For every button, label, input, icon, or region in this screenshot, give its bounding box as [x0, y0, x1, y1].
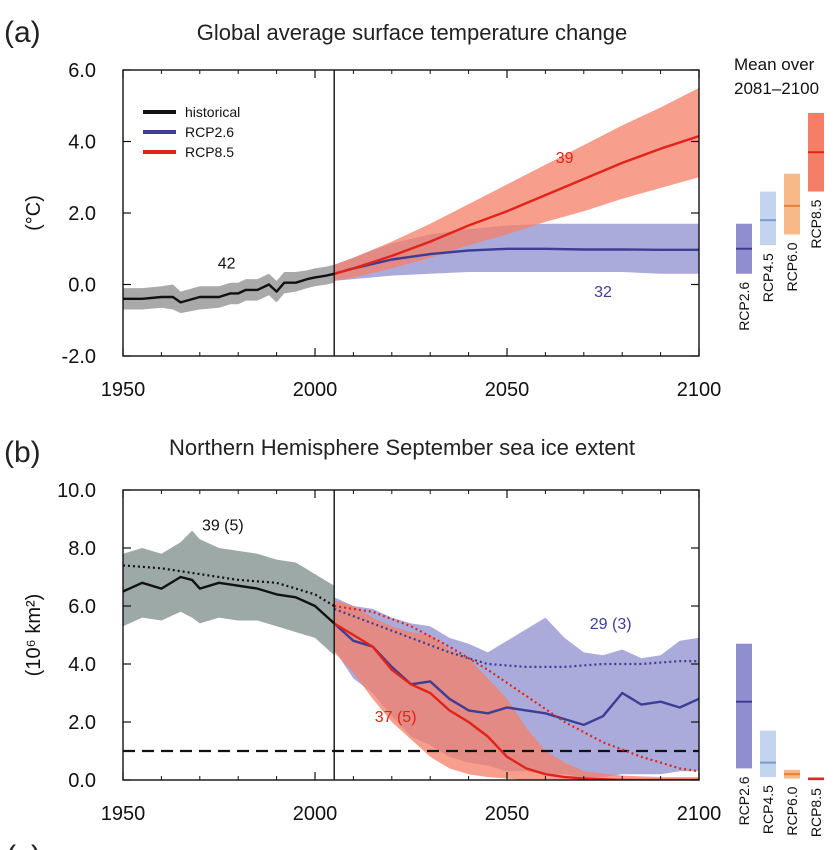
- series-line-0: [123, 272, 335, 304]
- legend-label: RCP8.5: [185, 144, 234, 160]
- side-bar-label: RCP6.0: [784, 242, 800, 291]
- x-tick-label: 2000: [293, 379, 338, 401]
- plot-frame: [122, 489, 700, 781]
- series-annotation: 42: [218, 255, 236, 272]
- x-tick-label: 1950: [101, 379, 146, 401]
- x-tick-label: 2100: [677, 379, 722, 401]
- legend-label: RCP2.6: [185, 124, 234, 140]
- side-range-bar: [760, 191, 776, 246]
- y-tick-label: 0.0: [68, 770, 96, 792]
- y-tick-label: 2.0: [68, 712, 96, 734]
- chart-title: Northern Hemisphere September sea ice ex…: [169, 435, 635, 460]
- plot-area: [123, 530, 699, 780]
- side-header-line: 2081–2100: [734, 79, 819, 98]
- series-line-0: [123, 575, 336, 625]
- y-tick-label: 8.0: [68, 538, 96, 560]
- plot-area: [123, 87, 699, 314]
- series-line-3: [333, 607, 699, 668]
- panel-b: (b) Northern Hemisphere September sea ice…: [4, 435, 824, 837]
- side-bar-label: RCP4.5: [760, 253, 776, 302]
- uncertainty-band-0: [123, 530, 335, 656]
- series-annotation: 37 (5): [375, 709, 417, 726]
- side-range-bar: [736, 643, 752, 769]
- uncertainty-band-0: [123, 264, 335, 314]
- side-bar-label: RCP8.5: [808, 788, 824, 837]
- legend-label: historical: [185, 104, 240, 120]
- chart-title: Global average surface temperature chang…: [197, 20, 627, 45]
- panel-c-letter: (c): [6, 840, 41, 850]
- uncertainty-band-4: [334, 600, 699, 780]
- series-annotation: 32: [594, 284, 612, 301]
- y-tick-label: 4.0: [68, 132, 96, 154]
- x-tick-label: 2050: [485, 803, 530, 825]
- panel-letter: (a): [4, 16, 41, 49]
- y-tick-label: 0.0: [68, 275, 96, 297]
- x-tick-label: 2100: [677, 803, 722, 825]
- panel-letter: (b): [4, 436, 41, 469]
- side-bar-label: RCP6.0: [784, 786, 800, 835]
- series-annotation: 39 (5): [202, 518, 244, 535]
- series-line-2: [333, 134, 699, 275]
- y-tick-label: 6.0: [68, 596, 96, 618]
- side-bar-label: RCP2.6: [736, 282, 752, 331]
- y-tick-label: 4.0: [68, 654, 96, 676]
- side-range-bar: [784, 173, 800, 235]
- side-bar-label: RCP2.6: [736, 776, 752, 825]
- y-tick-label: 6.0: [68, 60, 96, 82]
- y-axis-label: (°C): [23, 195, 45, 231]
- y-axis-label: (10⁶ km²): [23, 594, 45, 677]
- series-line-2: [333, 622, 699, 727]
- series-line-4: [333, 622, 699, 780]
- side-range-bar: [760, 730, 776, 778]
- side-bar-label: RCP8.5: [808, 199, 824, 248]
- y-tick-label: 10.0: [57, 480, 96, 502]
- series-annotation: 29 (3): [590, 616, 632, 633]
- series-line-5: [334, 604, 699, 773]
- series-line-1: [333, 247, 699, 275]
- y-tick-label: -2.0: [62, 346, 96, 368]
- series-line-1: [123, 564, 335, 607]
- series-annotation: 39: [556, 150, 574, 167]
- side-header-line: Mean over: [734, 55, 815, 74]
- x-tick-label: 2000: [293, 803, 338, 825]
- x-tick-label: 2050: [485, 379, 530, 401]
- x-tick-label: 1950: [101, 803, 146, 825]
- uncertainty-band-2: [334, 87, 699, 281]
- panel-a: (a) Global average surface temperature ch…: [4, 16, 824, 401]
- y-tick-label: 2.0: [68, 203, 96, 225]
- side-bar-label: RCP4.5: [760, 785, 776, 834]
